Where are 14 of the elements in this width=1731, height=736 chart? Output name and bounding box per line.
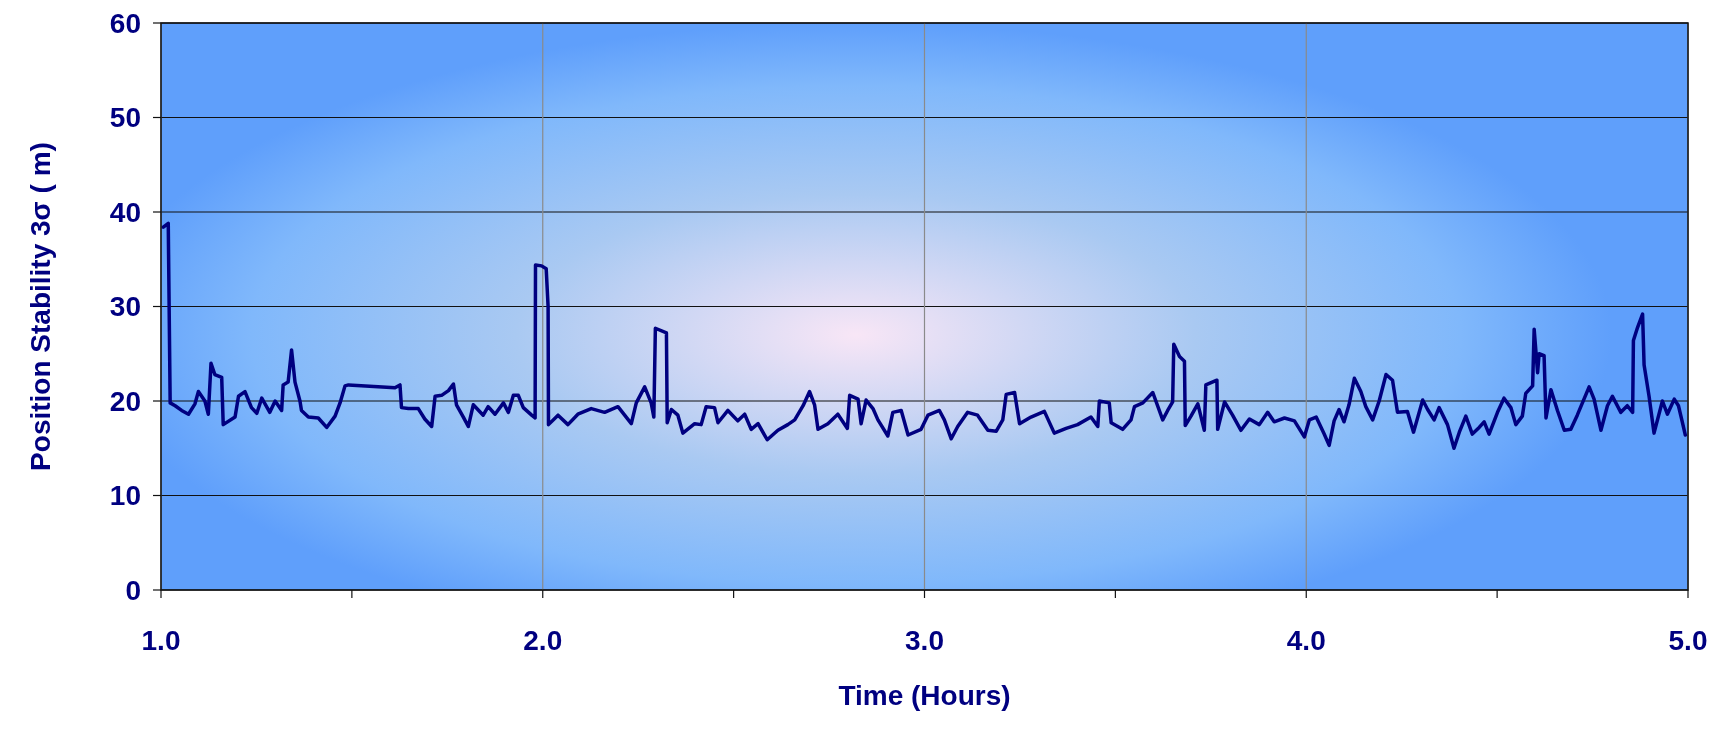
x-tick-label: 4.0 <box>1286 625 1326 656</box>
x-tick-label: 5.0 <box>1668 625 1708 656</box>
x-tick-label: 1.0 <box>141 625 181 656</box>
y-axis-title: Position Stability 3σ ( m) <box>25 142 56 471</box>
y-tick-label: 30 <box>109 291 141 323</box>
y-tick-label: 0 <box>125 574 141 606</box>
y-tick-label: 20 <box>109 385 141 417</box>
x-tick-label: 2.0 <box>523 625 563 656</box>
y-tick-label: 10 <box>109 480 141 512</box>
y-tick-label: 60 <box>109 7 141 39</box>
y-tick-label: 40 <box>109 196 141 228</box>
y-tick-label: 50 <box>109 102 141 134</box>
x-axis-title: Time (Hours) <box>838 680 1011 711</box>
x-tick-label: 3.0 <box>905 625 944 656</box>
